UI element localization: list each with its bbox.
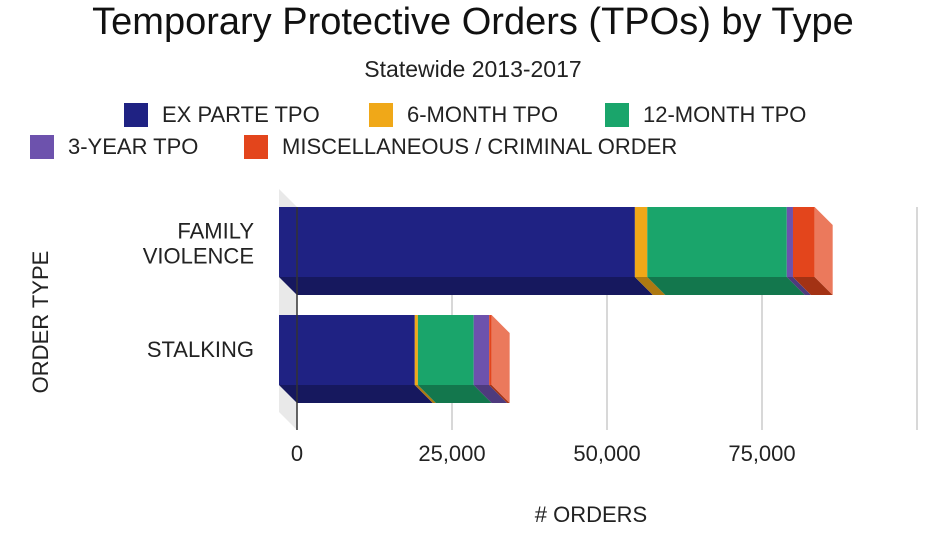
bar-segment-bottom xyxy=(792,277,833,295)
bar-segment-bottom xyxy=(414,385,436,403)
legend-label: 12-MONTH TPO xyxy=(643,102,807,127)
legend-item-6-month[interactable]: 6-MONTH TPO xyxy=(369,102,558,128)
legend-label: 3-YEAR TPO xyxy=(68,134,199,159)
bar-segment-bottom xyxy=(279,277,653,295)
legend-swatch xyxy=(369,103,393,127)
legend-swatch xyxy=(30,135,54,159)
bar-segment xyxy=(279,315,415,385)
legend-label: 6-MONTH TPO xyxy=(407,102,559,127)
bar-segment xyxy=(279,207,635,277)
legend-swatch xyxy=(244,135,268,159)
legend-item-misc-criminal[interactable]: MISCELLANEOUS / CRIMINAL ORDER xyxy=(244,134,677,160)
chart-title: Temporary Protective Orders (TPOs) by Ty… xyxy=(92,1,854,43)
bar-segment xyxy=(786,207,793,277)
legend-label: EX PARTE TPO xyxy=(162,102,320,127)
legend-swatch xyxy=(605,103,629,127)
x-axis-label: # ORDERS xyxy=(535,502,647,527)
legend-item-ex-parte[interactable]: EX PARTE TPO xyxy=(124,102,320,128)
bar-end-cap xyxy=(491,315,510,403)
bar-segment-bottom xyxy=(489,385,510,403)
category-label: FAMILY VIOLENCE xyxy=(143,219,255,269)
x-tick-label: 50,000 xyxy=(573,441,640,466)
bar-segment xyxy=(417,315,474,385)
bar-segment xyxy=(647,207,787,277)
x-tick-label: 0 xyxy=(291,441,303,466)
bar-segment xyxy=(792,207,815,277)
bar-segment-bottom xyxy=(473,385,508,403)
bar-segment-bottom xyxy=(647,277,805,295)
bar-segment xyxy=(489,315,492,385)
category-label: STALKING xyxy=(147,337,254,362)
bar-segment-bottom xyxy=(279,385,433,403)
y-axis-label: ORDER TYPE xyxy=(28,251,53,394)
bar-segment xyxy=(414,315,418,385)
legend-label: MISCELLANEOUS / CRIMINAL ORDER xyxy=(282,134,678,159)
legend-item-12-month[interactable]: 12-MONTH TPO xyxy=(605,102,806,128)
legend-item-3-year[interactable]: 3-YEAR TPO xyxy=(30,134,198,160)
x-tick-label: 75,000 xyxy=(728,441,795,466)
chart-subtitle: Statewide 2013-2017 xyxy=(364,56,582,82)
bar-end-cap xyxy=(814,207,833,295)
bar-segment xyxy=(634,207,648,277)
x-tick-label: 25,000 xyxy=(418,441,485,466)
bar-segment xyxy=(473,315,490,385)
bar-segment-bottom xyxy=(417,385,492,403)
bar-segment-bottom xyxy=(634,277,666,295)
bar-segment-bottom xyxy=(786,277,811,295)
legend-swatch xyxy=(124,103,148,127)
